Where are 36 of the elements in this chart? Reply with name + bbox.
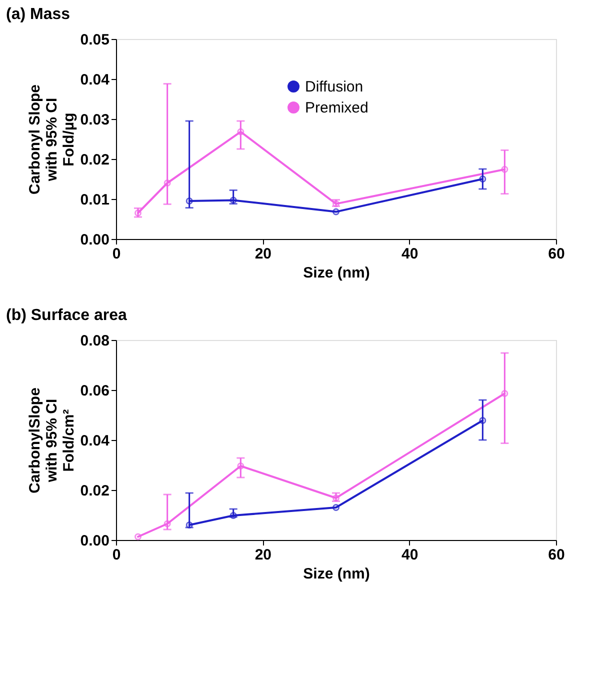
y-tick-label: 0.06 xyxy=(80,382,110,400)
chart-title: (a) Mass xyxy=(6,6,70,23)
point xyxy=(230,196,237,204)
x-tick-label: 0 xyxy=(112,546,121,564)
y-tick-label: 0.03 xyxy=(80,112,110,128)
y-tick-label: 0.00 xyxy=(80,532,110,550)
legend-label: Premixed xyxy=(305,100,368,116)
y-tick-label: 0.04 xyxy=(80,432,110,450)
point xyxy=(164,520,171,528)
y-tick-label: 0.02 xyxy=(80,152,110,168)
y-tick-label: 0.05 xyxy=(80,32,110,48)
point xyxy=(237,128,244,136)
x-tick-label: 60 xyxy=(548,246,565,262)
x-tick-label: 60 xyxy=(548,546,565,564)
x-axis-title: Size (nm) xyxy=(303,264,370,282)
y-tick-label: 0.00 xyxy=(80,232,110,248)
point xyxy=(237,462,244,470)
point xyxy=(332,504,340,511)
y-axis-title: CarbonylSlope with 95% CI Fold/cm² xyxy=(26,388,78,494)
x-axis-title: Size (nm) xyxy=(303,566,370,582)
x-tick-label: 20 xyxy=(254,246,272,262)
point xyxy=(230,512,237,519)
x-tick-label: 40 xyxy=(401,546,418,564)
x-tick-label: 40 xyxy=(401,246,418,262)
y-tick-label: 0.08 xyxy=(80,332,110,350)
y-axis-title: Carbonyl Slope with 95% CI Fold/µg xyxy=(26,84,78,195)
y-tick-label: 0.01 xyxy=(80,192,110,208)
chart-title: (b) Surface area xyxy=(6,307,128,324)
point xyxy=(332,208,340,216)
point xyxy=(164,180,171,186)
x-tick-label: 0 xyxy=(112,246,121,262)
x-tick-label: 20 xyxy=(254,546,272,564)
point xyxy=(332,494,340,502)
y-tick-label: 0.04 xyxy=(80,72,110,88)
legend-label: Diffusion xyxy=(305,78,364,96)
y-tick-label: 0.02 xyxy=(80,482,110,500)
